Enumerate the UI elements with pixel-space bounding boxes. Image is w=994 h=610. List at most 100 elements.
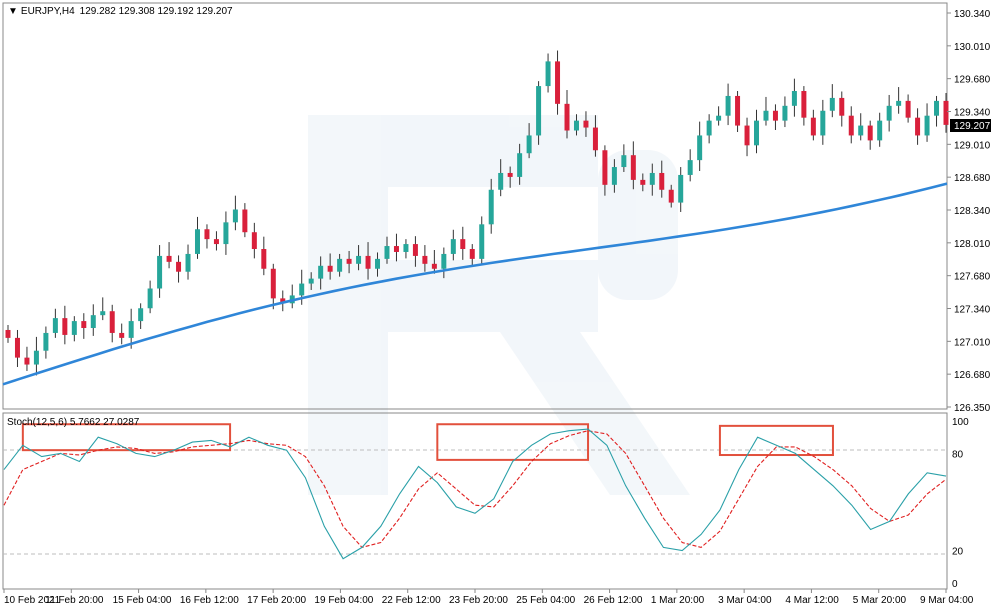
bear-candle-body [242,209,248,233]
bull-candle-body [858,125,864,136]
candle [697,121,703,171]
candle [365,242,371,280]
price-axis-label: 128.340 [954,206,991,217]
bull-candle-body [573,120,579,131]
candle [649,163,655,196]
candle [858,113,864,141]
candle [621,144,627,172]
candle [403,239,409,259]
bull-candle-body [356,255,362,264]
candle [810,109,816,141]
candle [138,303,144,329]
candle [157,245,163,298]
symbol-arrow-icon: ▼ [8,6,18,17]
bear-candle-body [905,100,911,118]
candle [90,304,96,336]
price-axis-label: 129.010 [954,140,991,151]
candle [318,256,324,290]
candlestick-series [5,50,949,376]
highlight-box [21,423,232,452]
candle [687,149,693,182]
bull-candle-body [90,315,96,329]
bull-candle-body [611,167,617,185]
time-axis-label: 5 Mar 20:00 [853,595,907,606]
candle [213,231,219,251]
bear-candle-body [204,229,210,240]
candle [176,255,182,283]
bull-candle-body [754,120,760,146]
time-axis-label: 11 Feb 20:00 [45,595,104,606]
price-panel[interactable] [2,2,948,410]
candle [791,78,797,117]
bull-candle-body [185,253,191,272]
bull-candle-body [450,239,456,254]
candle [194,216,200,259]
bear-candle-body [640,179,646,185]
price-axis-label: 126.350 [954,403,991,414]
bull-candle-body [649,172,655,185]
candle [109,304,115,343]
bear-candle-body [735,95,741,126]
bull-candle-body [128,321,134,338]
bear-candle-body [630,155,636,180]
bear-candle-body [176,261,182,272]
bear-candle-body [251,232,257,250]
bear-candle-body [867,125,873,141]
bull-candle-body [716,115,722,121]
time-axis-label: 25 Feb 04:00 [516,595,575,606]
bear-candle-body [14,337,20,358]
candle [744,117,750,157]
candle [460,226,466,260]
stoch-signal-line [3,430,947,549]
candle [905,94,911,123]
candle [346,250,352,274]
candle [498,159,504,197]
time-axis-label: 9 Mar 04:00 [920,595,974,606]
candle [735,91,741,132]
time-axis-label: 17 Feb 20:00 [247,595,306,606]
candle [100,297,106,321]
price-axis-label: 130.340 [954,9,991,20]
bull-candle-body [138,308,144,322]
stoch-axis-label: 0 [952,579,958,590]
candle [185,244,191,280]
candle [431,249,437,274]
highlight-box [718,424,834,457]
bull-candle-body [687,160,693,175]
candle [801,86,807,126]
bull-candle-body [479,224,485,259]
candle [564,90,570,139]
bear-candle-body [744,125,750,146]
candle [251,222,257,259]
candle [223,211,229,255]
bear-candle-body [659,172,665,190]
bull-candle-body [194,229,200,254]
candle [829,84,835,118]
current-price-label: 129.207 [954,121,991,132]
bull-candle-body [536,86,542,136]
candle [611,159,617,193]
bear-candle-body [839,97,845,116]
bear-candle-body [393,246,399,252]
price-axis: 130.340 130.010 129.680 129.340 129.010 128.6… [947,9,991,414]
candle [763,96,769,126]
bull-candle-body [725,95,731,116]
candle [375,252,381,277]
bull-candle-body [147,288,153,309]
symbol-label: ▼ EURJPY,H4 129.282 129.308 129.192 129.20… [8,6,233,17]
time-axis-label: 19 Feb 04:00 [314,595,373,606]
candle [782,96,788,128]
candle [71,316,77,342]
candle [848,106,854,144]
bear-candle-body [270,268,276,299]
bull-candle-body [71,321,77,335]
time-axis-label: 3 Mar 04:00 [718,595,772,606]
bear-candle-body [109,311,115,333]
candle [393,233,399,262]
candle [536,81,542,145]
bear-candle-body [848,115,854,136]
highlight-boxes [21,423,834,461]
bear-candle-body [592,127,598,151]
candle [166,242,172,269]
candle [469,244,475,267]
